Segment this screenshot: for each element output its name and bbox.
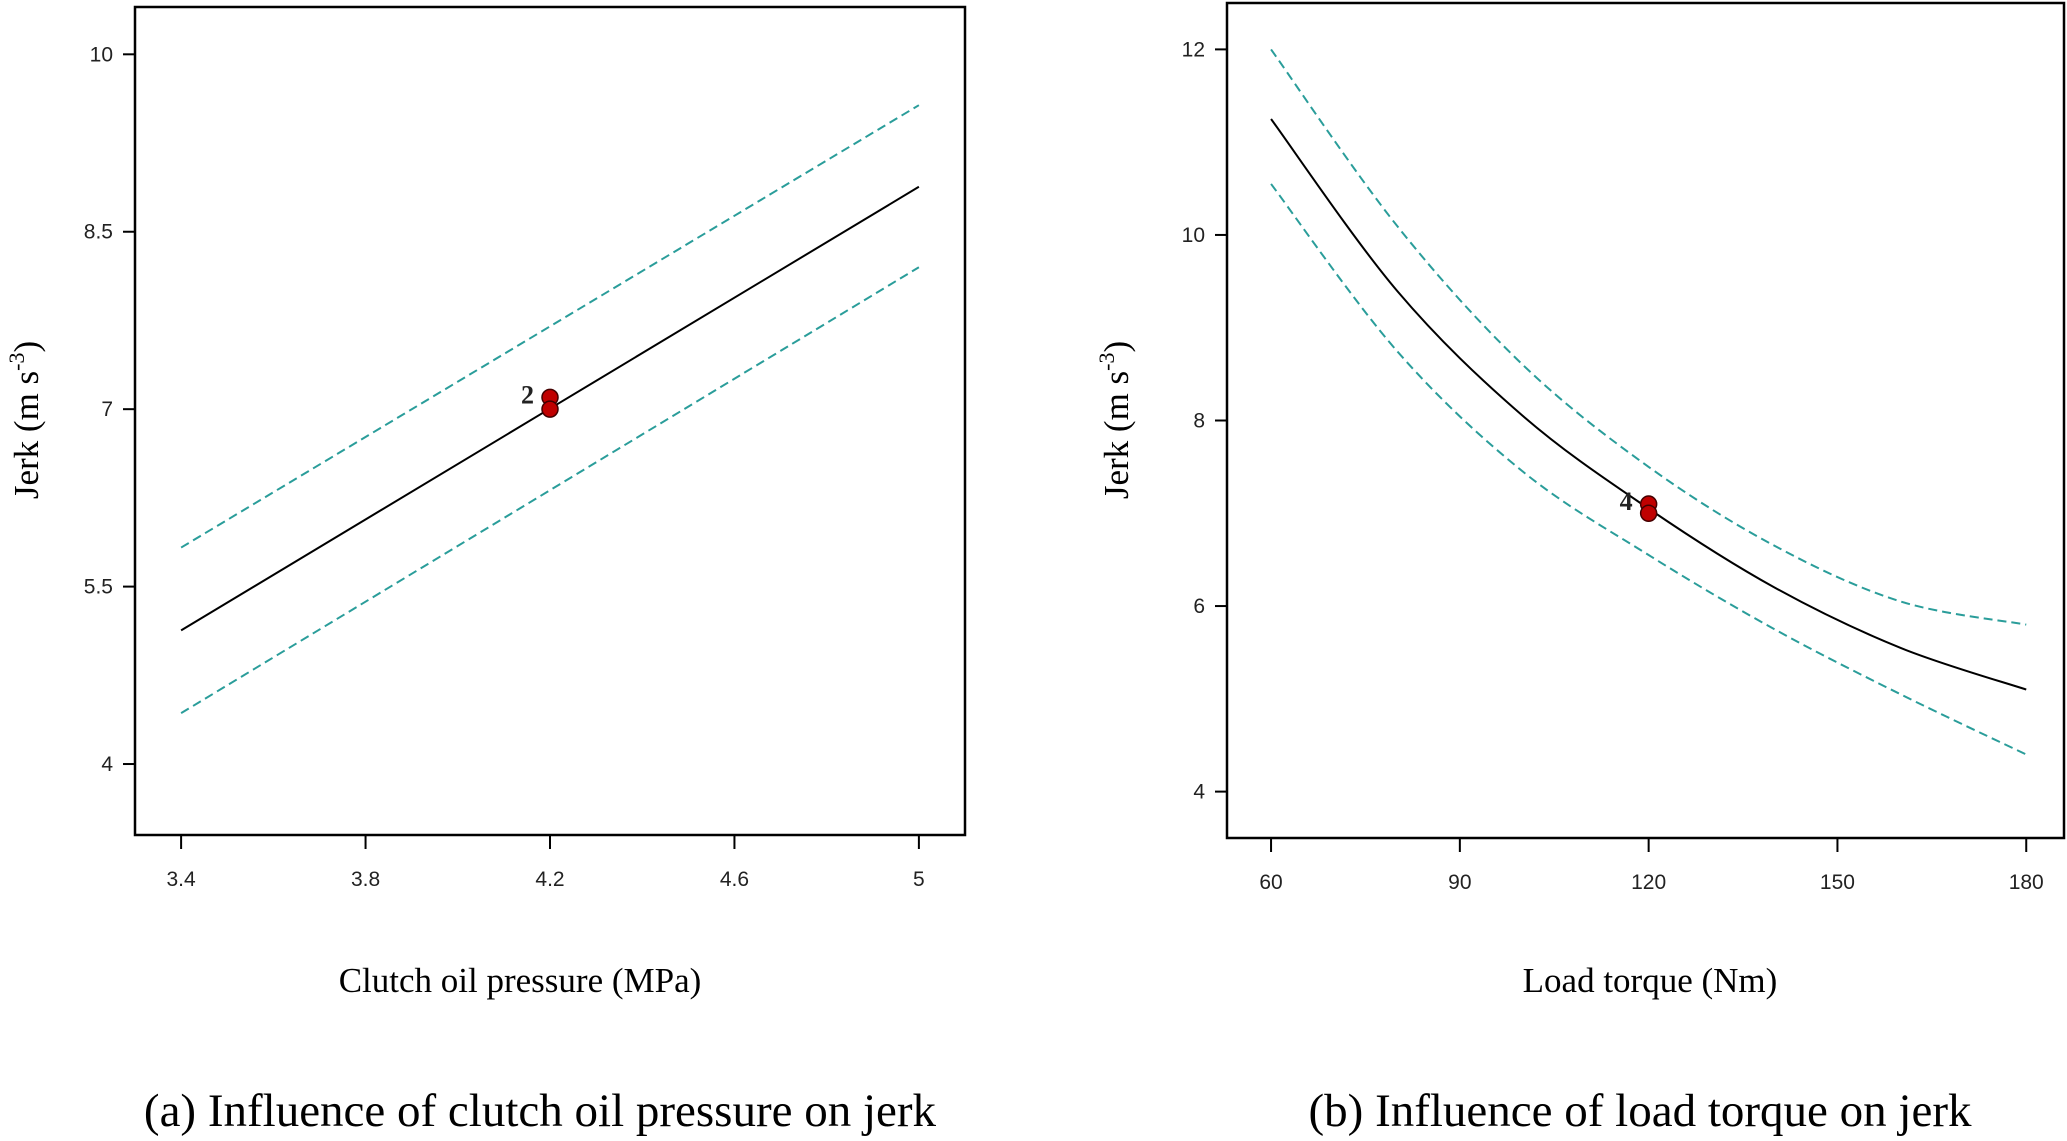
y-tick-label: 8.5 xyxy=(84,221,113,244)
lower-band-line xyxy=(180,266,920,715)
plot-frame xyxy=(133,5,967,837)
plot-frame xyxy=(1225,1,2066,840)
design-point-count-label: 2 xyxy=(521,380,534,409)
chart-panel-a: 4 5.5 7 8.5 10 3.4 3.8 4.2 4.6 5 2 Clutch oil press… xyxy=(4,5,967,1137)
x-tick-label: 5 xyxy=(913,868,925,891)
y-axis-title: Jerk (m s-3) xyxy=(4,341,46,499)
y-tick-label: 5.5 xyxy=(84,576,113,599)
lower-band-line xyxy=(1270,183,2027,756)
x-tick-label: 3.8 xyxy=(351,868,380,891)
y-tick-label: 7 xyxy=(101,398,113,421)
y-tick-label: 10 xyxy=(1182,224,1205,247)
x-tick-label: 3.4 xyxy=(167,868,197,891)
design-point-count-label: 4 xyxy=(1620,487,1633,516)
y-tick-label: 8 xyxy=(1193,410,1205,433)
y-tick-label: 4 xyxy=(101,753,113,776)
x-tick-label: 90 xyxy=(1448,871,1471,894)
design-point xyxy=(541,400,559,418)
panel-caption: (b) Influence of load torque on jerk xyxy=(1309,1085,1972,1137)
x-tick-label: 60 xyxy=(1259,871,1282,894)
y-axis-title-close: ) xyxy=(7,341,46,353)
x-axis-title: Load torque (Nm) xyxy=(1523,961,1778,1000)
upper-band-line xyxy=(180,104,920,549)
y-tick-label: 12 xyxy=(1182,38,1205,61)
y-axis-title-close: ) xyxy=(1097,341,1136,353)
predicted-line xyxy=(1270,118,2027,691)
x-axis-title: Clutch oil pressure (MPa) xyxy=(339,961,702,1000)
y-axis-title-text: Jerk (m s xyxy=(1097,371,1136,499)
y-axis-title-superscript: -3 xyxy=(1094,353,1119,371)
chart-panel-b: 4 6 8 10 12 60 90 120 150 180 4 Load torque (Nm) Jer… xyxy=(1094,1,2066,1137)
x-tick-label: 180 xyxy=(2009,871,2044,894)
y-tick-label: 6 xyxy=(1193,595,1205,618)
y-tick-label: 4 xyxy=(1193,781,1205,804)
x-tick-label: 120 xyxy=(1631,871,1666,894)
panel-caption: (a) Influence of clutch oil pressure on … xyxy=(144,1085,937,1137)
x-tick-label: 150 xyxy=(1820,871,1855,894)
y-axis-title-text: Jerk (m s xyxy=(7,371,46,499)
y-axis-title-superscript: -3 xyxy=(4,353,29,371)
upper-band-line xyxy=(1270,48,2027,626)
y-tick-label: 10 xyxy=(90,43,113,66)
x-tick-label: 4.6 xyxy=(720,868,749,891)
design-point xyxy=(1639,504,1658,523)
y-axis-title: Jerk (m s-3) xyxy=(1094,341,1136,499)
x-tick-label: 4.2 xyxy=(535,868,564,891)
